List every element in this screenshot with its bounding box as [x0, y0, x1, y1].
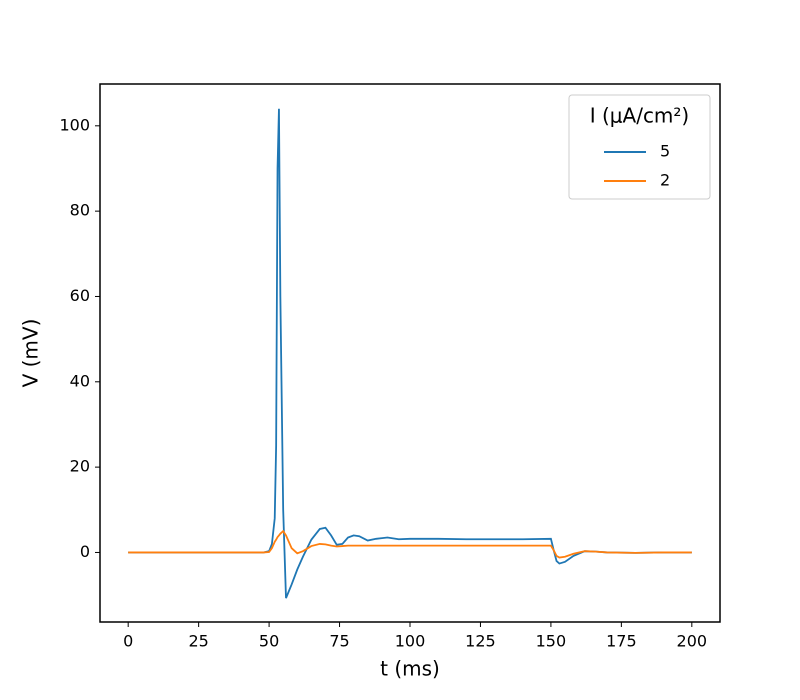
- y-axis-label: V (mV): [19, 319, 43, 388]
- x-tick-label: 125: [465, 632, 496, 651]
- y-tick-label: 80: [70, 201, 90, 220]
- x-tick-label: 100: [395, 632, 426, 651]
- series-line: [128, 108, 692, 599]
- x-tick-label: 200: [677, 632, 708, 651]
- legend-label: 5: [660, 142, 670, 161]
- x-tick-label: 50: [259, 632, 279, 651]
- x-tick-label: 150: [536, 632, 567, 651]
- x-tick-label: 25: [188, 632, 208, 651]
- y-tick-label: 60: [70, 286, 90, 305]
- legend-title: I (μA/cm²): [590, 104, 690, 128]
- y-tick-label: 100: [59, 115, 90, 134]
- y-tick-label: 0: [80, 542, 90, 561]
- y-tick-label: 40: [70, 371, 90, 390]
- legend-box: [568, 94, 711, 200]
- x-tick-label: 175: [606, 632, 637, 651]
- x-tick-label: 0: [123, 632, 133, 651]
- x-axis-label: t (ms): [380, 657, 440, 681]
- y-tick-label: 20: [70, 457, 90, 476]
- legend-label: 2: [660, 171, 670, 190]
- series-line: [128, 529, 692, 559]
- x-tick-label: 75: [329, 632, 349, 651]
